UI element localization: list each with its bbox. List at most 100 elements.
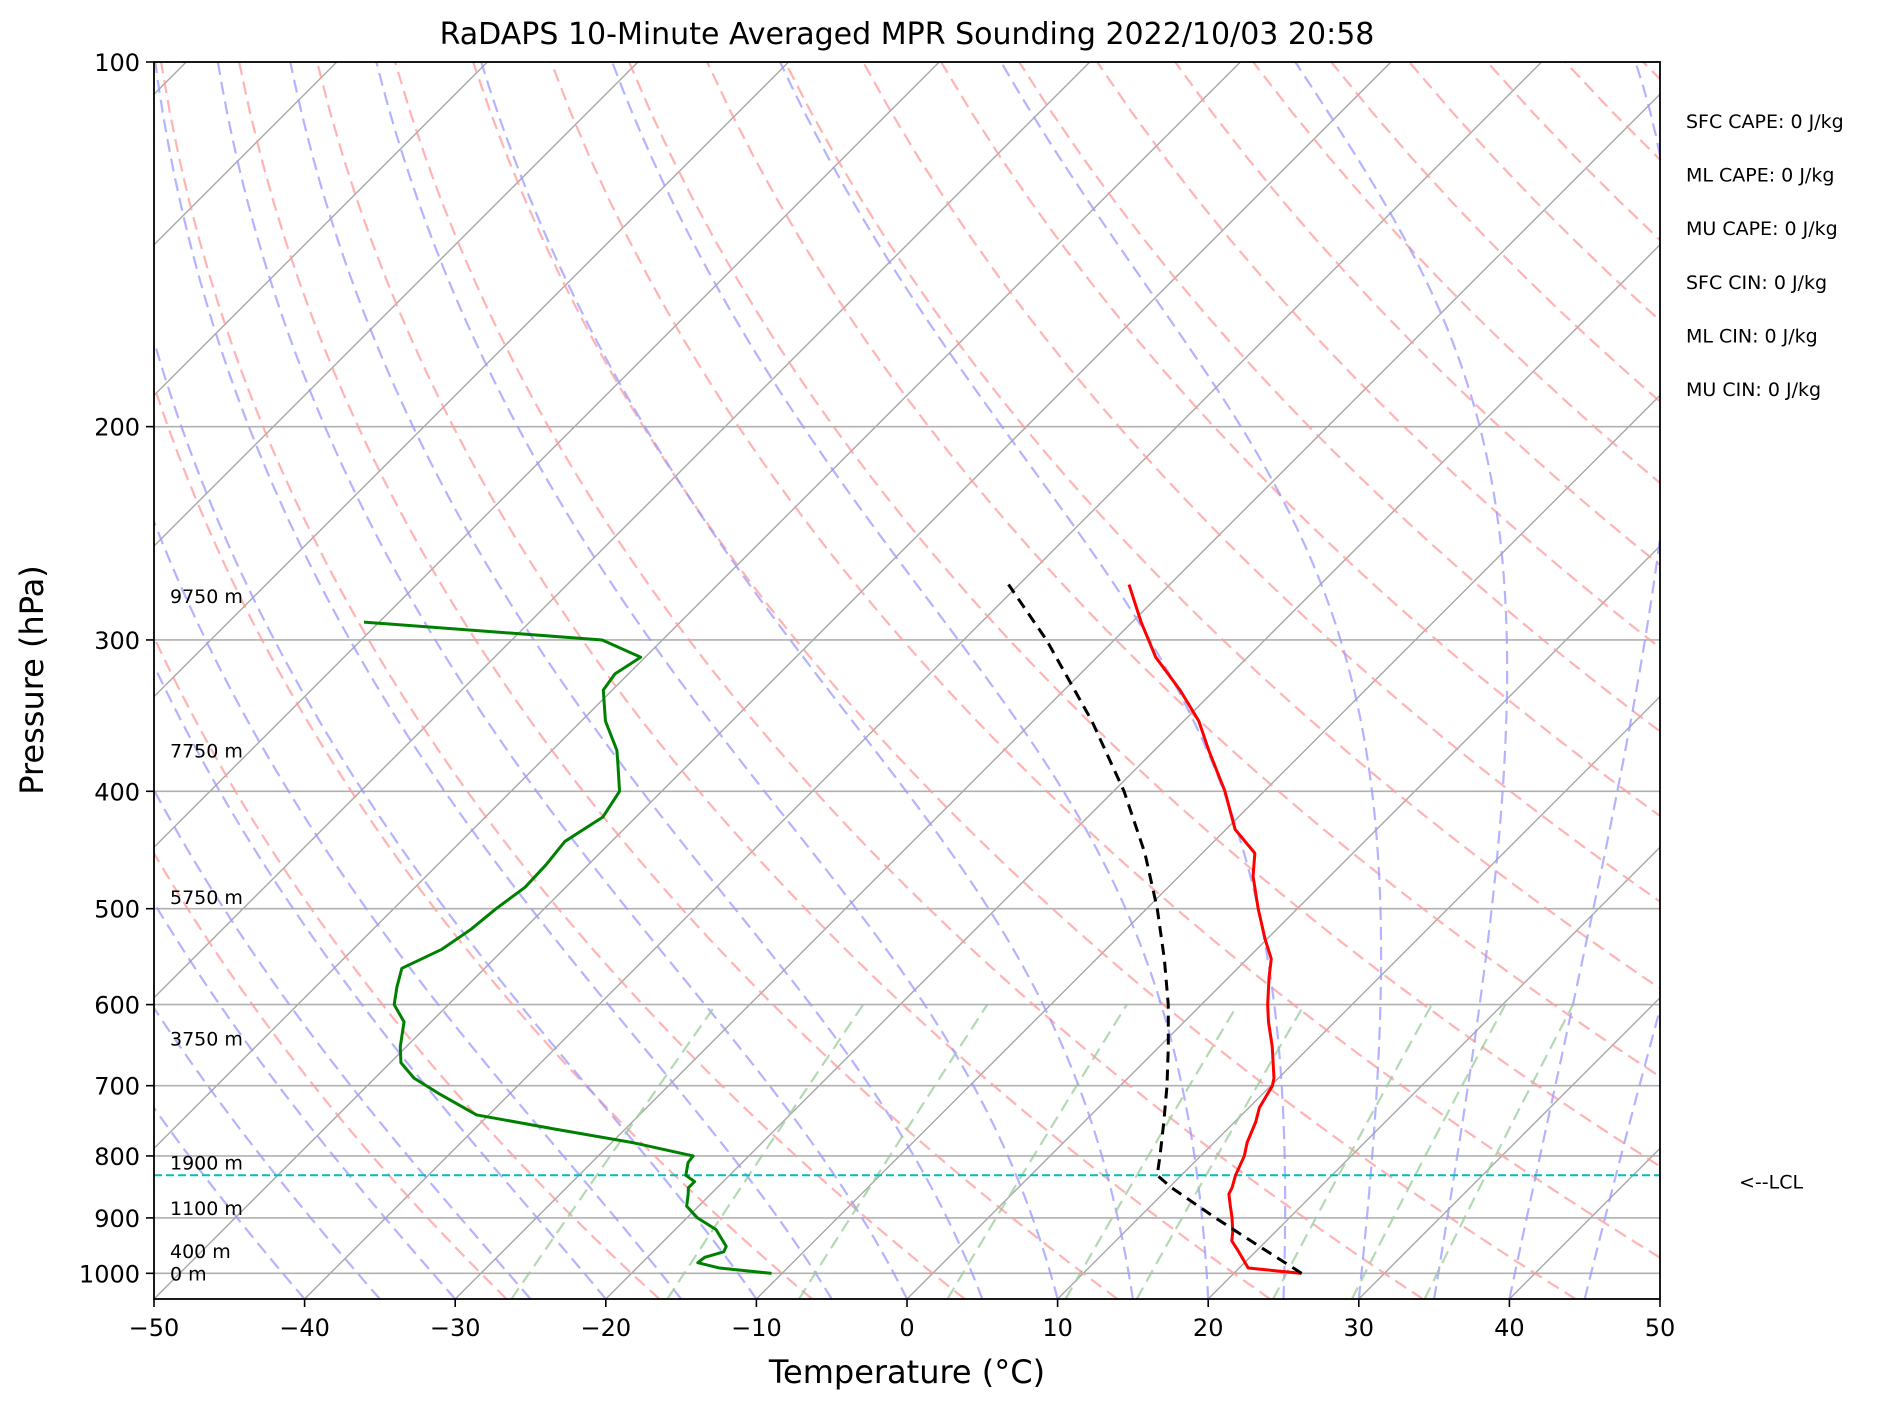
moist-adiabat-line	[154, 787, 532, 1299]
lcl-label: <--LCL	[1739, 1171, 1803, 1193]
dry-adiabat-line	[1486, 62, 1660, 242]
dry-adiabat-line	[1642, 62, 1660, 81]
isotherm-line	[1207, 846, 1660, 1299]
y-axis-ticks: 1000 900 800 700 600 500 400 300 200 100	[79, 49, 154, 1288]
isotherm-line	[605, 243, 1660, 1299]
y-axis-label: Pressure (hPa)	[13, 565, 51, 795]
moist-adiabat-line	[375, 62, 1059, 1299]
isotherm-line	[1358, 996, 1660, 1299]
moist-adiabat-line	[779, 62, 1287, 1299]
isotherm-line	[154, 62, 790, 698]
dry-adiabat-line	[784, 62, 1660, 990]
stability-index-text: SFC CIN: 0 J/kg	[1686, 272, 1827, 294]
dry-adiabat-line	[154, 382, 813, 1299]
x-axis-label: Temperature (°C)	[768, 1353, 1045, 1391]
x-tick-label: −20	[580, 1314, 631, 1342]
moist-adiabat-line	[154, 663, 607, 1299]
isotherm-line	[1659, 1298, 1660, 1299]
x-tick-label: 20	[1193, 1314, 1224, 1342]
dewpoint-trace	[363, 620, 772, 1275]
moist-adiabat-line	[289, 62, 984, 1299]
x-tick-label: 50	[1645, 1314, 1676, 1342]
moist-adiabat-line	[1583, 1005, 1660, 1299]
dry-adiabat-line	[1564, 62, 1660, 162]
mixing-ratio-line	[1272, 1004, 1433, 1299]
isotherm-line	[755, 394, 1660, 1299]
x-axis-ticks: −50 −40 −30 −20 −10 0 10 20 30 40 50	[129, 1299, 1676, 1342]
stability-index-text: MU CAPE: 0 J/kg	[1686, 218, 1838, 240]
moist-adiabat-line	[154, 900, 457, 1299]
parcel-trace	[1007, 583, 1303, 1275]
x-tick-label: −10	[731, 1314, 782, 1342]
x-tick-label: 30	[1344, 1314, 1375, 1342]
y-tick-label: 500	[94, 896, 140, 924]
dry-adiabat-line	[1330, 62, 1660, 403]
moist-adiabat-line	[154, 62, 833, 1299]
sounding-traces	[154, 583, 1660, 1275]
moist-adiabat-line	[1294, 62, 1509, 1299]
dry-adiabat-line	[1018, 62, 1660, 733]
y-tick-label: 1000	[79, 1260, 140, 1288]
moist-adiabat-line	[611, 62, 1210, 1299]
x-tick-label: 0	[899, 1314, 914, 1342]
dry-adiabat-line	[159, 62, 966, 1299]
y-tick-label: 400	[94, 778, 140, 806]
y-tick-label: 300	[94, 627, 140, 655]
isotherm-line	[154, 62, 1392, 1299]
moist-adiabat-line	[480, 62, 1134, 1299]
mixing-ratio-line	[798, 1004, 989, 1299]
mixing-ratio-line	[1064, 1004, 1239, 1299]
isotherm-line	[154, 62, 1241, 1150]
stability-indices: SFC CAPE: 0 J/kg ML CAPE: 0 J/kg MU CAPE: …	[1686, 111, 1844, 401]
x-tick-label: −50	[129, 1314, 180, 1342]
moist-adiabat-line	[1508, 62, 1660, 1299]
dry-adiabat-line	[238, 62, 1119, 1299]
dry-adiabat-line	[550, 62, 1660, 1259]
moist-adiabat-line	[216, 62, 908, 1299]
dry-adiabat-line	[706, 62, 1660, 1078]
isotherm-line	[154, 62, 1091, 999]
isotherm-line	[1508, 1147, 1660, 1299]
x-tick-label: −40	[279, 1314, 330, 1342]
height-label: 7750 m	[170, 740, 243, 762]
stability-index-text: MU CIN: 0 J/kg	[1686, 379, 1821, 401]
mixing-ratio-line	[666, 1003, 865, 1299]
chart-title: RaDAPS 10-Minute Averaged MPR Sounding 2…	[440, 17, 1375, 52]
y-tick-label: 800	[94, 1143, 140, 1171]
x-tick-label: −30	[430, 1314, 481, 1342]
dry-adiabat-line	[154, 634, 661, 1299]
dry-adiabat-line	[1252, 62, 1660, 485]
dry-adiabat-line	[154, 851, 508, 1299]
dry-adiabat-line	[394, 62, 1424, 1299]
stability-index-text: SFC CAPE: 0 J/kg	[1686, 111, 1844, 133]
isotherm-line	[154, 62, 639, 547]
mixing-ratio-line	[1135, 1004, 1306, 1299]
isotherm-line	[1057, 695, 1660, 1299]
isotherm-line	[906, 545, 1660, 1299]
y-tick-label: 900	[94, 1205, 140, 1233]
dry-adiabat-line	[1721, 62, 1882, 1299]
height-label: 400 m	[170, 1241, 231, 1263]
height-label: 1900 m	[170, 1152, 243, 1174]
y-tick-label: 100	[94, 49, 140, 77]
reference-lines	[154, 62, 1882, 1299]
isotherm-line	[454, 93, 1660, 1299]
x-tick-label: 40	[1494, 1314, 1525, 1342]
temperature-trace	[1127, 584, 1302, 1275]
dry-adiabat-line	[628, 62, 1660, 1168]
y-tick-label: 700	[94, 1073, 140, 1101]
y-tick-label: 600	[94, 992, 140, 1020]
isotherm-line	[154, 62, 940, 849]
dry-adiabat-line	[940, 62, 1660, 818]
height-label: 9750 m	[170, 586, 243, 608]
isotherm-line	[154, 62, 488, 397]
height-label: 0 m	[170, 1263, 207, 1285]
moist-adiabat-line	[154, 1106, 306, 1299]
plot-frame	[153, 61, 1661, 1300]
moist-adiabat-line	[154, 518, 682, 1299]
dry-adiabat-line	[1408, 62, 1660, 322]
stability-index-text: ML CIN: 0 J/kg	[1686, 325, 1818, 347]
